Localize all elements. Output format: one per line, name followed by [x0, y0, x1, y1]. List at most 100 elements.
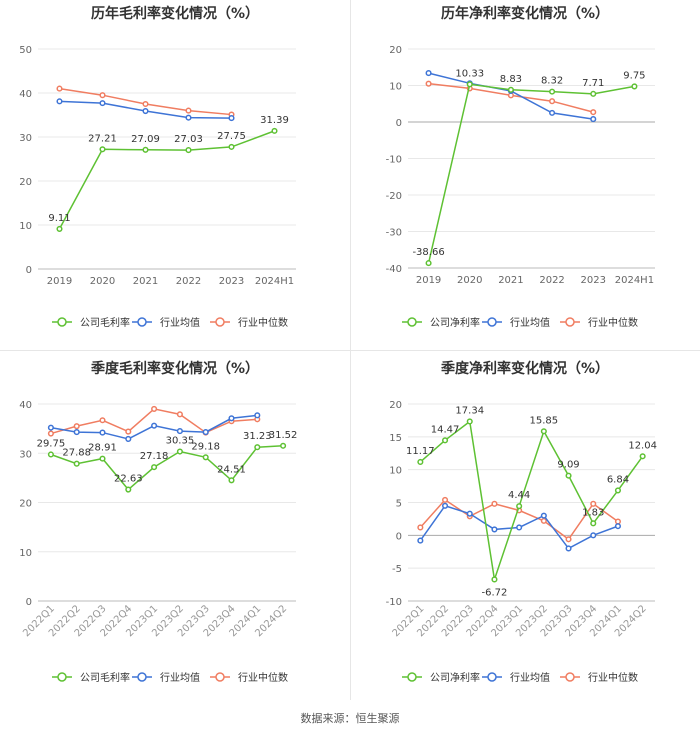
data-point: [47, 424, 54, 431]
data-point: [228, 415, 235, 422]
data-point: [491, 500, 498, 507]
data-point: [99, 417, 106, 424]
data-label: 9.75: [623, 70, 645, 81]
y-tick-label: -40: [386, 264, 402, 275]
data-point: [540, 517, 547, 524]
legend-label[interactable]: 行业均值: [160, 316, 200, 329]
data-point: [142, 100, 149, 108]
data-point: [442, 496, 449, 503]
legend-label[interactable]: 行业均值: [510, 671, 550, 684]
data-label: 31.23: [243, 431, 272, 442]
data-point: [254, 444, 261, 451]
data-point: [176, 448, 183, 455]
data-point: [540, 512, 547, 519]
x-tick-label: 2021: [133, 276, 158, 287]
series-line: [50, 445, 284, 491]
data-point: [614, 523, 622, 530]
legend-swatch-marker: [565, 672, 575, 682]
data-point: [590, 90, 597, 97]
data-point: [507, 86, 514, 93]
x-tick-label: 2020: [90, 276, 115, 287]
legend-label[interactable]: 行业中位数: [238, 671, 288, 684]
data-point: [425, 80, 432, 87]
chart-quarterly-net: -10-5051015202022Q12022Q22022Q32022Q4202…: [386, 400, 657, 684]
y-tick-label: 20: [389, 400, 402, 411]
data-label: -38.66: [412, 247, 444, 258]
x-tick-label: 2019: [47, 276, 72, 287]
data-point: [99, 92, 106, 99]
data-point: [639, 453, 646, 460]
data-point: [228, 143, 235, 150]
legend-label[interactable]: 公司净利率: [430, 316, 480, 329]
data-point: [280, 442, 287, 449]
data-point: [202, 454, 209, 461]
y-tick-label: -10: [386, 597, 402, 608]
legend-swatch-marker: [137, 672, 147, 682]
data-point: [176, 411, 183, 418]
data-point: [185, 147, 192, 154]
data-label: 1.83: [582, 507, 604, 518]
data-point: [228, 115, 235, 122]
data-label: 27.09: [131, 134, 160, 145]
legend-label[interactable]: 行业均值: [160, 671, 200, 684]
chart-title: 历年净利率变化情况（%）: [440, 6, 610, 22]
legend-label[interactable]: 公司毛利率: [80, 316, 130, 329]
x-tick-label: 2022: [176, 276, 201, 287]
data-point: [442, 502, 449, 509]
x-tick-label: 2024H1: [255, 276, 294, 287]
y-tick-label: 0: [26, 265, 32, 276]
data-point: [516, 503, 523, 510]
chart-annual-net: -40 -30 -20 -10 0 10 20 2019 2020 2021 2022 2023 202…: [386, 45, 655, 329]
data-point: [271, 127, 278, 134]
data-label: 8.32: [541, 76, 563, 87]
data-label: 10.33: [455, 68, 484, 79]
data-point: [466, 510, 473, 517]
y-tick-label: 30: [19, 133, 32, 144]
legend-label[interactable]: 行业均值: [510, 316, 550, 329]
data-label: 22.63: [114, 474, 143, 485]
data-label: 11.17: [406, 446, 435, 457]
chart-title: 季度毛利率变化情况（%）: [90, 361, 260, 377]
data-point: [47, 430, 54, 437]
legend-label[interactable]: 行业中位数: [238, 316, 288, 329]
data-label: -6.72: [482, 587, 508, 598]
chart-panel-quarterly-net: 季度净利率变化情况（%） -10 -5 0 5 10 15 20 2022Q1 2022Q2 20…: [350, 350, 700, 700]
data-point: [466, 418, 473, 425]
y-tick-label: 30: [19, 449, 32, 460]
data-point: [142, 107, 149, 115]
data-point: [56, 98, 63, 105]
data-point: [425, 260, 432, 267]
data-label: 27.18: [140, 451, 169, 462]
data-point: [590, 500, 597, 507]
x-tick-label: 2023: [581, 275, 606, 286]
data-point: [540, 428, 547, 435]
data-point: [56, 225, 63, 232]
data-point: [417, 458, 424, 466]
legend-swatch-marker: [407, 672, 417, 682]
y-tick-label: 10: [19, 548, 32, 559]
chart-panel-quarterly-gross: 季度毛利率变化情况（%） 0 10 20 30 40 2022Q1 2022Q2 2022Q3…: [0, 350, 350, 700]
y-tick-label: 10: [389, 466, 402, 477]
series-line: [58, 130, 275, 230]
legend-swatch-marker: [487, 672, 497, 682]
data-point: [565, 536, 572, 543]
data-label: 8.83: [500, 74, 522, 85]
data-point: [417, 537, 424, 544]
series-line: [427, 83, 635, 264]
legend-swatch-marker: [57, 317, 67, 327]
data-point: [73, 423, 80, 430]
chart-title: 季度净利率变化情况（%）: [440, 361, 610, 377]
y-tick-label: 10: [19, 221, 32, 232]
data-point: [151, 464, 158, 471]
legend-label[interactable]: 公司毛利率: [80, 671, 130, 684]
legend-label[interactable]: 行业中位数: [588, 671, 638, 684]
legend-label[interactable]: 公司净利率: [430, 671, 480, 684]
y-tick-label: 40: [19, 400, 32, 411]
data-point: [614, 487, 622, 494]
data-point: [176, 428, 183, 435]
data-label: 9.11: [48, 213, 70, 224]
y-tick-label: -10: [386, 155, 402, 166]
legend-label[interactable]: 行业中位数: [588, 316, 638, 329]
data-point: [185, 107, 192, 114]
data-point: [142, 146, 149, 153]
